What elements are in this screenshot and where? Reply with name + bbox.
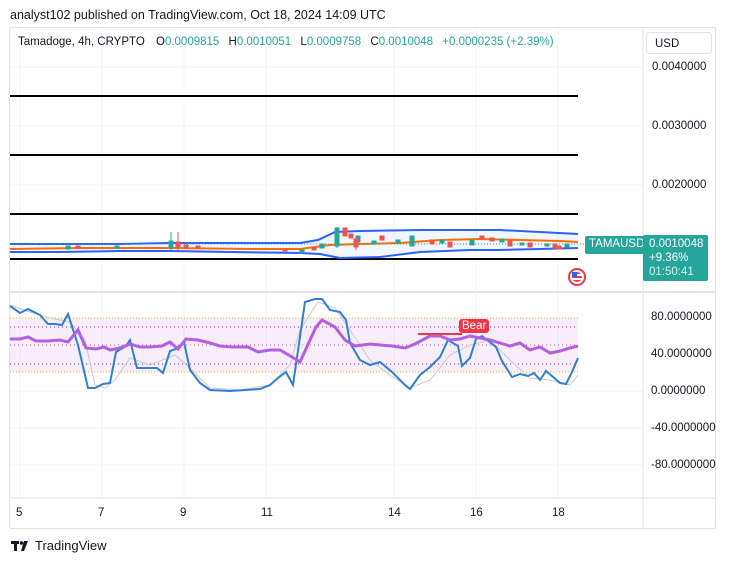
- horizontal-levels[interactable]: [10, 95, 578, 260]
- bollinger-lower: [10, 247, 579, 260]
- indicator-axis-label: -40.0000000: [651, 422, 716, 434]
- stochastic-k-line: [9, 298, 579, 393]
- time-axis-label: 5: [16, 507, 23, 519]
- symbol-label[interactable]: Tamadoge, 4h, CRYPTO: [18, 36, 145, 48]
- change-value: +0.0000235 (+2.39%): [442, 36, 554, 48]
- open-label: O: [155, 36, 165, 48]
- high-label: H: [228, 36, 237, 48]
- chart-frame: [9, 27, 716, 529]
- currency-button[interactable]: USD: [646, 32, 712, 54]
- close-value: 0.0010048: [378, 36, 434, 48]
- price-axis-label: 0.0020000: [652, 179, 707, 191]
- brand-name: TradingView: [35, 538, 107, 553]
- bollinger-upper: [10, 229, 579, 245]
- rsi-line: [10, 318, 579, 365]
- time-axis-label: 16: [470, 507, 483, 519]
- price-change: +9.36%: [649, 252, 689, 264]
- last-price: 0.0010048: [649, 238, 704, 250]
- price-axis-label: 0.0040000: [652, 61, 707, 73]
- time-axis-label: 7: [98, 507, 105, 519]
- grid: [10, 28, 643, 498]
- ohlc-legend: Tamadoge, 4h, CRYPTO O0.0009815 H0.00100…: [18, 36, 560, 48]
- indicator-axis-label: 0.0000000: [651, 385, 706, 397]
- last-price-tag: 0.0010048 +9.36% 01:50:41: [643, 235, 708, 281]
- time-axis-label: 18: [552, 507, 565, 519]
- time-axis-label: 14: [388, 507, 401, 519]
- indicator-axis-label: -80.0000000: [651, 459, 716, 471]
- ticker-tag: TAMAUSD: [585, 236, 649, 254]
- tradingview-brand[interactable]: TradingView: [11, 538, 107, 553]
- time-axis-label: 11: [261, 507, 273, 519]
- indicator-axis-label: 40.0000000: [651, 348, 712, 360]
- us-flag-icon[interactable]: [568, 268, 586, 286]
- open-value: 0.0009815: [164, 36, 220, 48]
- low-label: L: [300, 36, 307, 48]
- close-label: C: [370, 36, 379, 48]
- bear-signal-label: Bear: [459, 319, 490, 333]
- bar-countdown: 01:50:41: [649, 266, 694, 278]
- low-value: 0.0009758: [306, 36, 362, 48]
- indicator-axis-label: 80.0000000: [651, 311, 712, 323]
- candles: [65, 227, 570, 254]
- high-value: 0.0010051: [236, 36, 292, 48]
- tradingview-logo-icon: [11, 540, 28, 551]
- price-axis-label: 0.0030000: [652, 120, 707, 132]
- publisher-caption: analyst102 published on TradingView.com,…: [10, 8, 386, 22]
- time-axis-label: 9: [180, 507, 187, 519]
